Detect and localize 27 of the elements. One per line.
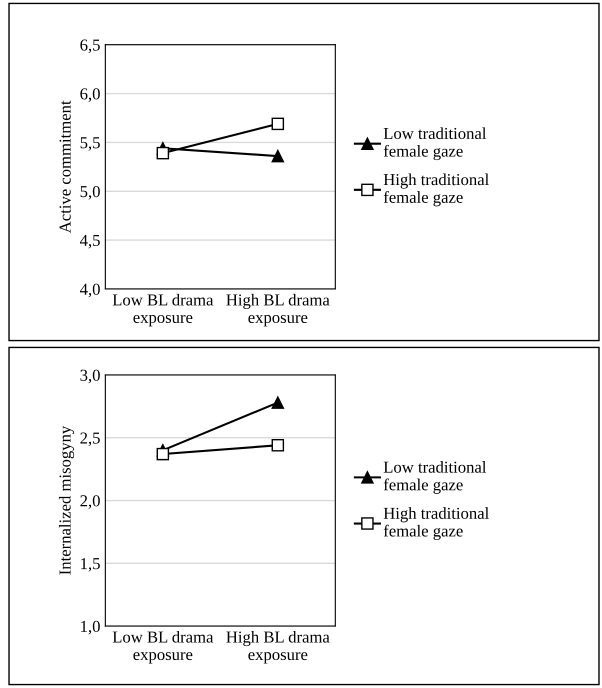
legend-label: Low traditional female gaze (384, 127, 486, 160)
y-tick-label: 3,0 (80, 370, 100, 384)
y-tick-label: 2,5 (80, 432, 100, 446)
point (272, 396, 284, 409)
y-tick-label: 6,5 (80, 39, 100, 54)
y-tick-label: 1,0 (81, 620, 100, 634)
point (272, 439, 284, 452)
y-tick-label: 6,0 (80, 88, 100, 102)
point (272, 118, 284, 130)
y-tick-label: 1,5 (81, 558, 100, 572)
legend-label: High traditional female gaze (384, 507, 489, 540)
x-tick-label: High BL drama exposure (226, 294, 330, 326)
y-tick-label: 4,0 (80, 284, 100, 298)
y-tick-label: 4,5 (80, 234, 100, 248)
x-tick-label: Low BL drama exposure (112, 294, 214, 326)
point (272, 150, 284, 162)
point (156, 146, 170, 160)
x-tick-label: Low BL drama exposure (112, 630, 214, 664)
y-axis-title: Internalized misogyny (58, 426, 74, 575)
legend-label: Low traditional female gaze (384, 461, 486, 494)
legend-label: High traditional female gaze (384, 173, 489, 206)
x-tick-label: High BL drama exposure (226, 630, 330, 664)
y-tick-label: 5,5 (80, 137, 100, 151)
point (156, 448, 170, 460)
y-tick-label: 2,0 (80, 495, 100, 509)
y-tick-label: 5,0 (80, 186, 100, 200)
y-axis-title: Active commitment (60, 100, 71, 234)
